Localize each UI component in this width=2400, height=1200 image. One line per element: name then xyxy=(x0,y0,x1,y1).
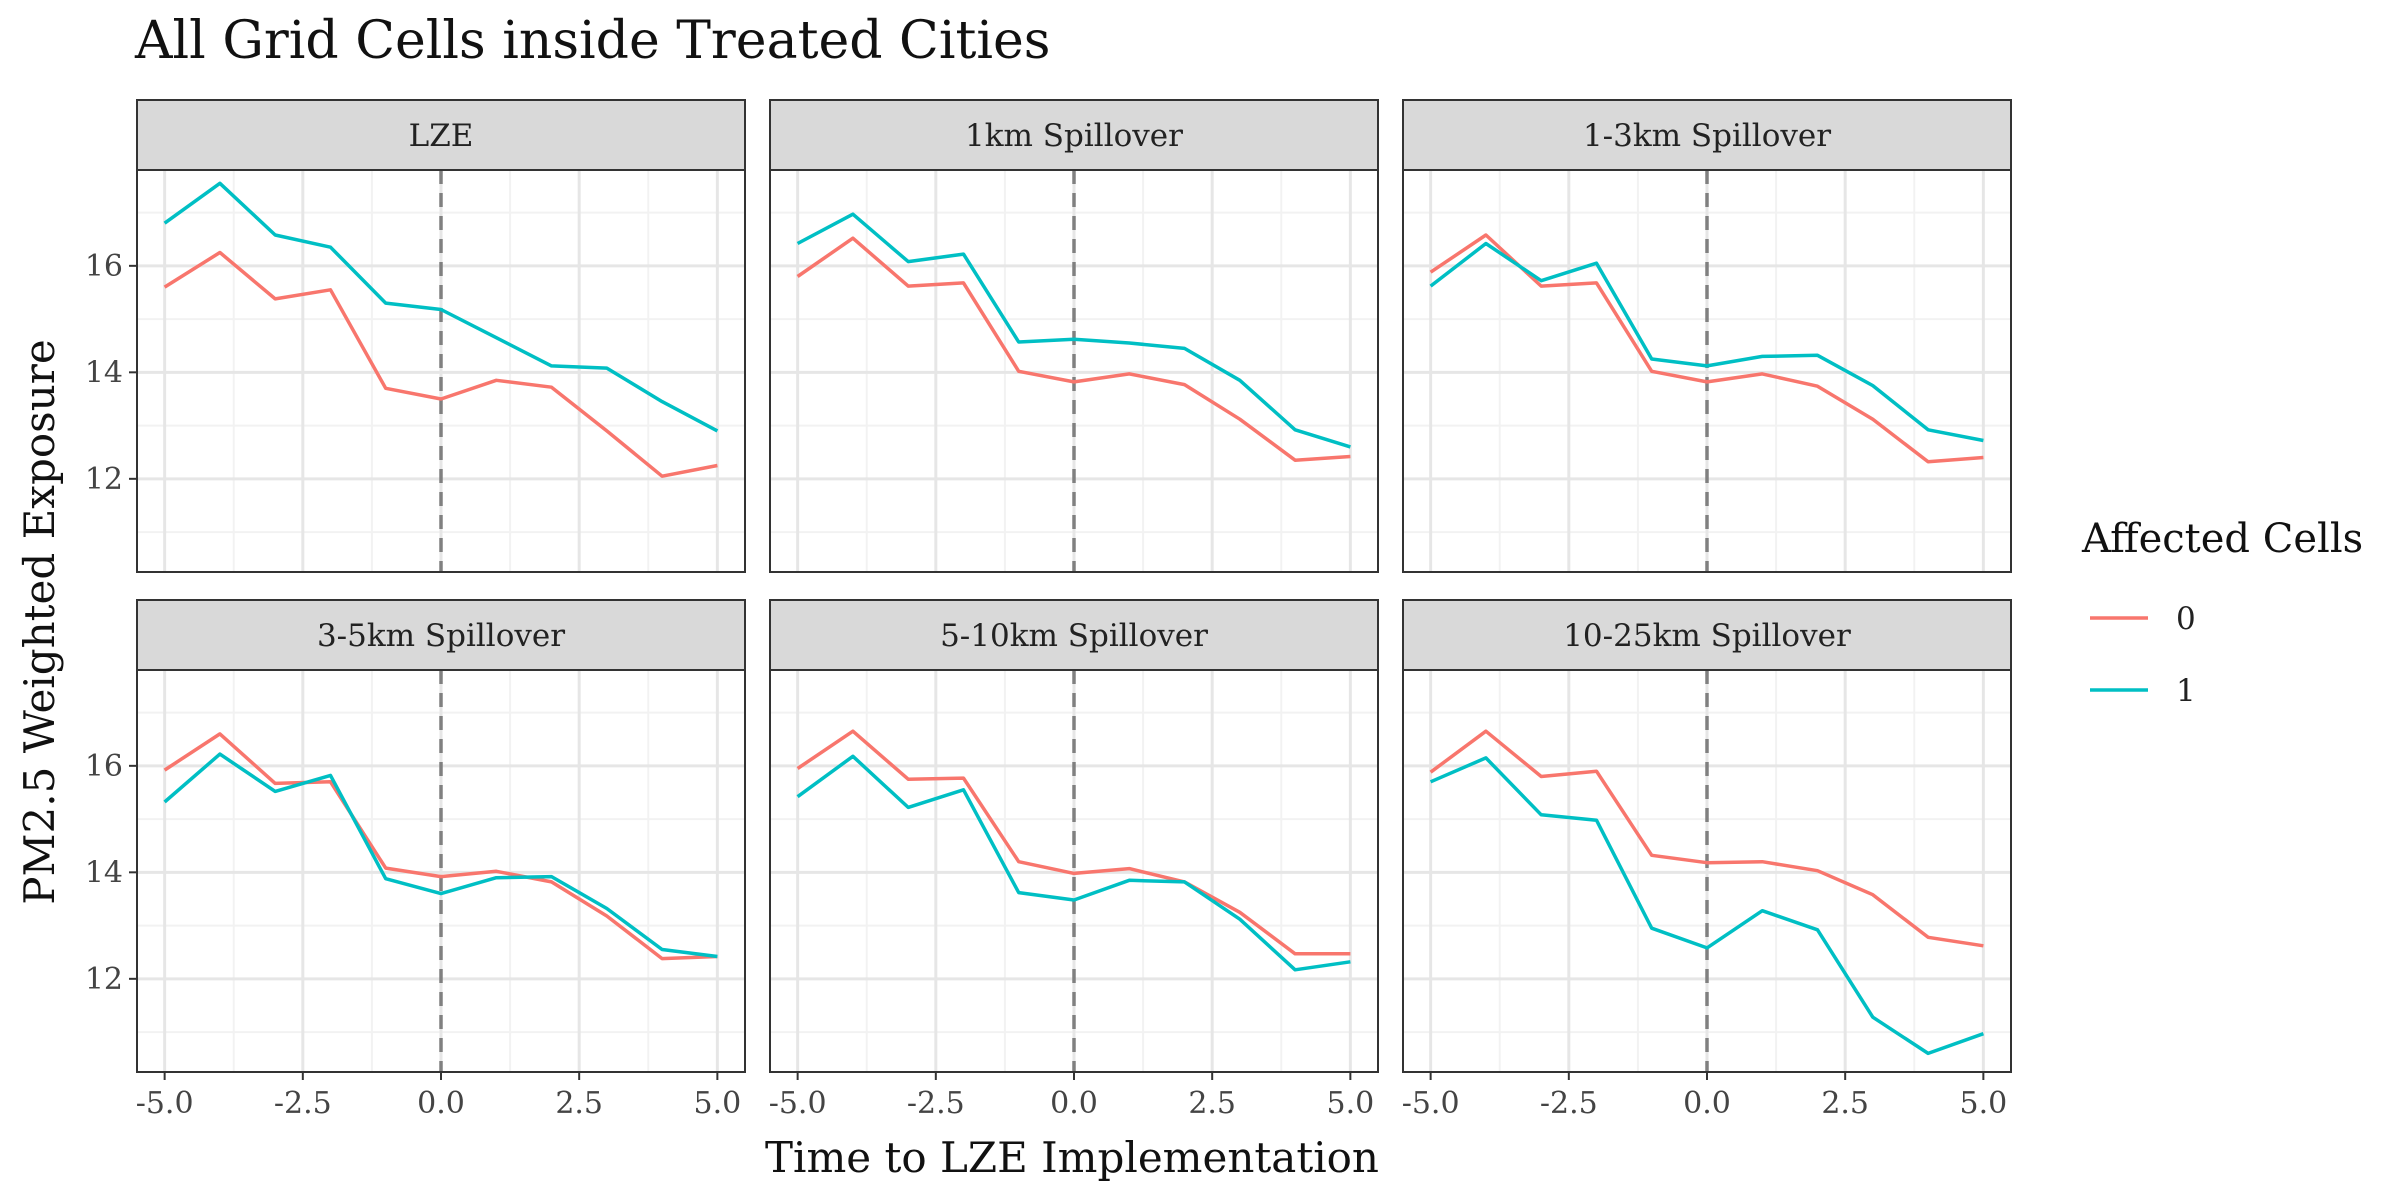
strip-background xyxy=(136,599,746,671)
x-tick-label: 5.0 xyxy=(1327,1086,1375,1121)
series-line-0 xyxy=(796,729,1351,956)
legend-title: Affected Cells xyxy=(2081,516,2363,562)
panel-1: LZE 12 14 16 xyxy=(85,99,746,573)
y-tick-label: 14 xyxy=(85,855,123,890)
x-tick-label: -5.0 xyxy=(1402,1086,1460,1121)
strip-label: 10-25km Spillover xyxy=(1563,618,1851,654)
x-tick-label: 0.0 xyxy=(1050,1086,1098,1121)
panel-3: 1-3km Spillover xyxy=(1402,99,2012,573)
chart-title: All Grid Cells inside Treated Cities xyxy=(134,11,1050,71)
strip-label: 5-10km Spillover xyxy=(940,618,1208,654)
panel-6: 10-25km Spillover -5.0 -2.5 0.0 2.5 5.0 xyxy=(1402,599,2012,1121)
strip-background xyxy=(769,599,1379,671)
x-tick-label: -2.5 xyxy=(1540,1086,1598,1121)
series-line-1 xyxy=(1429,756,1984,1056)
y-tick-label: 12 xyxy=(85,462,123,497)
series-line-0 xyxy=(1429,729,1984,948)
x-tick-label: 0.0 xyxy=(417,1086,465,1121)
series-line-1 xyxy=(1429,241,1984,443)
panel-4: 3-5km Spillover 12 14 16 -5.0 -2.5 0.0 2.5 5.0 xyxy=(85,599,746,1121)
strip-label: 1km Spillover xyxy=(965,118,1183,154)
x-tick-label: 5.0 xyxy=(694,1086,742,1121)
legend: Affected Cells 0 1 xyxy=(2081,516,2363,709)
series-line-1 xyxy=(796,212,1351,449)
legend-entry-1: 1 xyxy=(2090,673,2196,709)
legend-label-1: 1 xyxy=(2176,673,2196,709)
series-line-0 xyxy=(163,732,718,961)
y-tick-label: 16 xyxy=(85,749,123,784)
series-line-1 xyxy=(163,752,718,959)
legend-label-0: 0 xyxy=(2176,601,2196,637)
legend-entry-0: 0 xyxy=(2090,601,2196,637)
x-tick-label: -2.5 xyxy=(907,1086,965,1121)
x-tick-label: -2.5 xyxy=(274,1086,332,1121)
x-tick-label: 0.0 xyxy=(1683,1086,1731,1121)
x-tick-label: 5.0 xyxy=(1960,1086,2008,1121)
panels-layer: LZE 12 14 16 1km Spillover 1-3km Spillover 3-5… xyxy=(85,99,2012,1121)
series-line-0 xyxy=(163,250,718,478)
strip-label: 3-5km Spillover xyxy=(317,618,565,654)
strip-background xyxy=(1402,99,2012,171)
panel-2: 1km Spillover xyxy=(769,99,1379,573)
series-line-0 xyxy=(796,236,1351,462)
series-line-1 xyxy=(796,754,1351,972)
y-axis-title: PM2.5 Weighted Exposure xyxy=(15,339,64,904)
x-tick-label: -5.0 xyxy=(136,1086,194,1121)
x-axis-title: Time to LZE Implementation xyxy=(765,1133,1379,1182)
x-tick-label: 2.5 xyxy=(555,1086,603,1121)
y-tick-label: 12 xyxy=(85,962,123,997)
strip-label: LZE xyxy=(409,118,474,154)
strip-background xyxy=(136,99,746,171)
y-tick-label: 14 xyxy=(85,355,123,390)
x-tick-label: 2.5 xyxy=(1821,1086,1869,1121)
series-line-1 xyxy=(163,181,719,433)
strip-label: 1-3km Spillover xyxy=(1583,118,1831,154)
y-tick-label: 16 xyxy=(85,249,123,284)
strip-background xyxy=(769,99,1379,171)
strip-background xyxy=(1402,599,2012,671)
panel-5: 5-10km Spillover -5.0 -2.5 0.0 2.5 5.0 xyxy=(769,599,1379,1121)
x-tick-label: 2.5 xyxy=(1188,1086,1236,1121)
x-tick-label: -5.0 xyxy=(769,1086,827,1121)
